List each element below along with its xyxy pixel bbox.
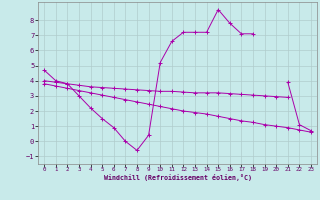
X-axis label: Windchill (Refroidissement éolien,°C): Windchill (Refroidissement éolien,°C): [104, 174, 252, 181]
